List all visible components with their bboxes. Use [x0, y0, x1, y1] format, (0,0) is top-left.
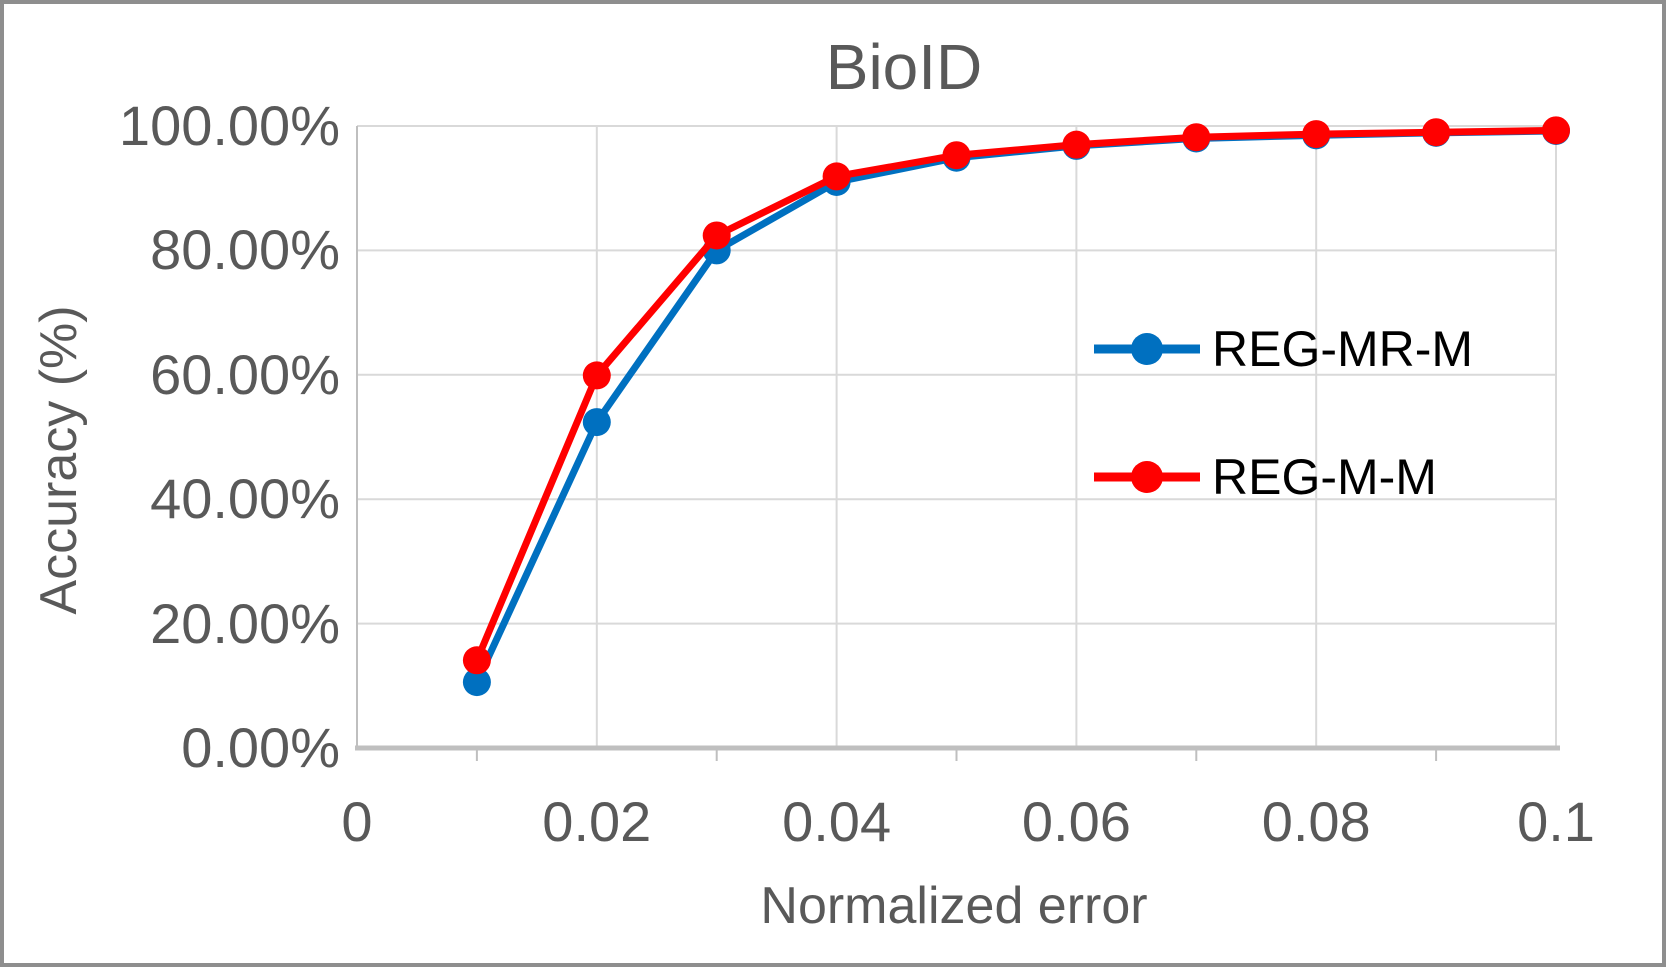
- data-point-REG-M-M: [582, 361, 611, 390]
- series-line-REG-M-M: [473, 126, 1557, 662]
- data-point-REG-M-M: [1302, 120, 1331, 149]
- plot-area: [355, 116, 1570, 761]
- x-tick-label: 0.04: [782, 790, 892, 853]
- x-axis-title: Normalized error: [760, 877, 1148, 935]
- data-point-REG-M-M: [1062, 130, 1091, 159]
- data-point-REG-M-M: [942, 141, 971, 170]
- x-tick-label: 0.06: [1021, 790, 1131, 853]
- y-tick-label: 100.00%: [118, 94, 340, 157]
- legend-line-marker-icon: [1094, 333, 1200, 365]
- data-point-REG-M-M: [822, 162, 851, 191]
- legend-line-marker-icon: [1094, 461, 1200, 493]
- data-point-REG-MR-M: [582, 408, 611, 437]
- x-tick-label: 0: [341, 790, 373, 853]
- series-line-REG-MR-M: [473, 127, 1557, 684]
- x-tick-label: 0.08: [1261, 790, 1371, 853]
- y-tick-label: 0.00%: [181, 716, 340, 779]
- data-point-REG-M-M: [1542, 116, 1570, 145]
- legend-label: REG-M-M: [1212, 449, 1437, 505]
- legend-entry-series-1: REG-M-M: [1092, 445, 1437, 509]
- data-point-REG-M-M: [1182, 123, 1211, 152]
- y-tick-label: 40.00%: [150, 467, 340, 531]
- y-tick-label: 20.00%: [150, 591, 340, 655]
- legend-label: REG-MR-M: [1212, 321, 1474, 377]
- chart-title: BioID: [825, 31, 983, 103]
- y-tick-label: 60.00%: [150, 342, 340, 406]
- data-point-REG-MR-M: [462, 668, 491, 697]
- data-point-REG-M-M: [462, 646, 491, 675]
- legend-entry-series-0: REG-MR-M: [1092, 317, 1473, 381]
- x-tick-label: 0.02: [542, 790, 652, 853]
- data-point-REG-M-M: [702, 221, 731, 250]
- y-axis-title: Accuracy (%): [30, 305, 88, 615]
- x-tick-label: 0.1: [1517, 790, 1595, 853]
- data-point-REG-M-M: [1422, 118, 1451, 147]
- y-tick-label: 80.00%: [150, 218, 340, 282]
